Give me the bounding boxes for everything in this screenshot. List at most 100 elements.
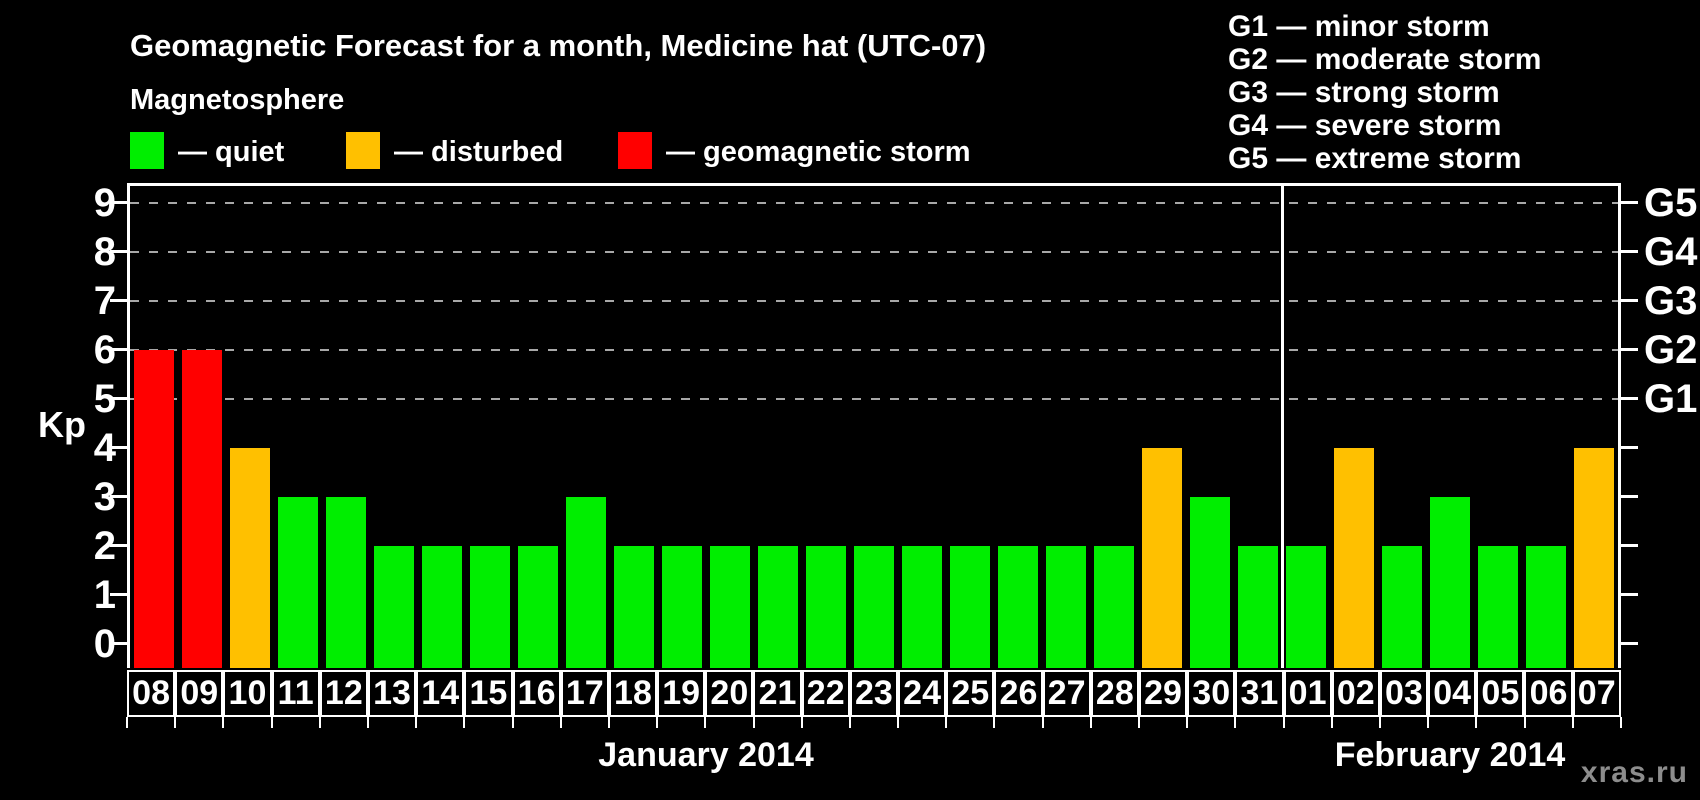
date-axis: 08 09 10 11 12 13 14 15 16 17 18 19 20 21 22 23 24 25 26 27… bbox=[127, 670, 1621, 717]
bar-30 bbox=[1190, 496, 1230, 668]
date-cell-24: 24 bbox=[898, 670, 947, 717]
date-cell-29: 29 bbox=[1138, 670, 1188, 717]
y-tick-left-5 bbox=[110, 397, 127, 400]
bar-01 bbox=[1286, 545, 1326, 668]
date-cell-18: 18 bbox=[608, 670, 658, 717]
date-boundary-tick-29 bbox=[1523, 717, 1526, 728]
y-tick-label-8: 8 bbox=[93, 229, 116, 274]
date-boundary-tick-21 bbox=[1138, 717, 1141, 728]
y-tick-label-6: 6 bbox=[93, 327, 116, 372]
bar-31 bbox=[1238, 545, 1278, 668]
date-cell-11: 11 bbox=[271, 670, 320, 717]
date-cell-08: 08 bbox=[127, 670, 176, 717]
date-boundary-tick-12 bbox=[704, 717, 707, 728]
bar-24 bbox=[902, 545, 942, 668]
date-boundary-tick-31 bbox=[1620, 717, 1622, 728]
y-tick-label-3: 3 bbox=[93, 474, 116, 519]
y-tick-label-2: 2 bbox=[93, 523, 116, 568]
g-legend-line-3: G3 — strong storm bbox=[1228, 76, 1500, 109]
date-cell-12: 12 bbox=[319, 670, 368, 717]
legend-swatch-quiet bbox=[130, 132, 164, 169]
date-boundary-tick-24 bbox=[1282, 717, 1285, 728]
bar-08 bbox=[134, 349, 174, 668]
watermark: xras.ru bbox=[1580, 756, 1688, 789]
gridline-kp-5 bbox=[130, 397, 1618, 400]
date-cell-03: 03 bbox=[1379, 670, 1429, 717]
y-tick-left-0 bbox=[110, 642, 127, 645]
date-boundary-tick-23 bbox=[1234, 717, 1237, 728]
date-cell-19: 19 bbox=[657, 670, 706, 717]
date-cell-02: 02 bbox=[1331, 670, 1380, 717]
g-legend-line-4: G4 — severe storm bbox=[1228, 109, 1502, 142]
plot-area bbox=[127, 183, 1621, 668]
y-tick-label-4: 4 bbox=[93, 425, 116, 470]
legend-swatch-disturbed bbox=[346, 132, 380, 169]
date-cell-28: 28 bbox=[1090, 670, 1139, 717]
y-tick-right-2 bbox=[1621, 544, 1638, 547]
bar-10 bbox=[230, 447, 270, 668]
date-cell-26: 26 bbox=[994, 670, 1043, 717]
date-cell-30: 30 bbox=[1187, 670, 1236, 717]
date-boundary-tick-3 bbox=[270, 717, 273, 728]
date-cell-05: 05 bbox=[1476, 670, 1525, 717]
y-tick-right-7 bbox=[1621, 299, 1638, 302]
month-label-february: February 2014 bbox=[1334, 736, 1566, 774]
date-boundary-tick-0 bbox=[126, 717, 128, 728]
condition-legend: — quiet — disturbed — geomagnetic storm bbox=[130, 130, 1130, 172]
date-boundary-tick-7 bbox=[463, 717, 466, 728]
chart-title: Geomagnetic Forecast for a month, Medici… bbox=[130, 28, 987, 63]
legend-item-quiet: — quiet bbox=[130, 130, 460, 172]
bar-12 bbox=[326, 496, 366, 668]
y-tick-right-3 bbox=[1621, 495, 1638, 498]
bar-23 bbox=[854, 545, 894, 668]
bar-21 bbox=[758, 545, 798, 668]
y-tick-right-8 bbox=[1621, 250, 1638, 253]
bar-04 bbox=[1430, 496, 1470, 668]
date-boundary-tick-5 bbox=[366, 717, 369, 728]
date-cell-23: 23 bbox=[849, 670, 898, 717]
y-tick-left-9 bbox=[110, 201, 127, 204]
bar-22 bbox=[806, 545, 846, 668]
y-tick-left-3 bbox=[110, 495, 127, 498]
legend-swatch-storm bbox=[618, 132, 652, 169]
legend-label-quiet: — quiet bbox=[178, 136, 285, 168]
date-boundary-tick-22 bbox=[1186, 717, 1189, 728]
g-tick-label-G4: G4 bbox=[1644, 229, 1698, 274]
date-cell-21: 21 bbox=[753, 670, 802, 717]
date-boundary-tick-6 bbox=[415, 717, 418, 728]
date-cell-27: 27 bbox=[1042, 670, 1091, 717]
bar-03 bbox=[1382, 545, 1422, 668]
date-cell-31: 31 bbox=[1235, 670, 1284, 717]
g-legend-line-1: G1 — minor storm bbox=[1228, 10, 1490, 43]
date-boundary-tick-15 bbox=[848, 717, 851, 728]
bar-02 bbox=[1334, 447, 1374, 668]
g-tick-label-G1: G1 bbox=[1644, 376, 1698, 421]
date-cell-20: 20 bbox=[705, 670, 754, 717]
y-tick-label-0: 0 bbox=[93, 621, 116, 666]
bar-18 bbox=[614, 545, 654, 668]
y-tick-left-4 bbox=[110, 446, 127, 449]
y-tick-label-7: 7 bbox=[93, 278, 116, 323]
bar-15 bbox=[470, 545, 510, 668]
bar-11 bbox=[278, 496, 318, 668]
date-cell-01: 01 bbox=[1283, 670, 1332, 717]
y-tick-left-6 bbox=[110, 348, 127, 351]
date-cell-06: 06 bbox=[1524, 670, 1573, 717]
date-boundary-tick-27 bbox=[1427, 717, 1430, 728]
legend-item-storm: — geomagnetic storm bbox=[618, 130, 971, 172]
bar-27 bbox=[1046, 545, 1086, 668]
y-tick-right-4 bbox=[1621, 446, 1638, 449]
date-cell-16: 16 bbox=[512, 670, 561, 717]
bar-09 bbox=[182, 349, 222, 668]
g-tick-label-G3: G3 bbox=[1644, 278, 1698, 323]
date-boundary-tick-17 bbox=[945, 717, 948, 728]
y-tick-right-1 bbox=[1621, 593, 1638, 596]
bar-26 bbox=[998, 545, 1038, 668]
date-boundary-tick-4 bbox=[318, 717, 321, 728]
date-boundary-tick-13 bbox=[752, 717, 755, 728]
legend-heading: Magnetosphere bbox=[130, 84, 345, 116]
y-tick-left-2 bbox=[110, 544, 127, 547]
date-boundary-tick-18 bbox=[993, 717, 996, 728]
bar-17 bbox=[566, 496, 606, 668]
